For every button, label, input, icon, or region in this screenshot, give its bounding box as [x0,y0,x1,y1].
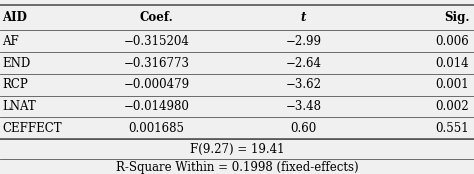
Text: 0.001685: 0.001685 [128,122,184,135]
Text: 0.60: 0.60 [290,122,317,135]
Text: F(9.27) = 19.41: F(9.27) = 19.41 [190,143,284,156]
Text: −0.000479: −0.000479 [123,78,190,91]
Text: 0.002: 0.002 [436,100,469,113]
Text: 0.551: 0.551 [436,122,469,135]
Text: 0.014: 0.014 [436,57,469,70]
Text: −3.62: −3.62 [285,78,321,91]
Text: AID: AID [2,11,27,24]
Text: −2.99: −2.99 [285,35,321,48]
Text: 0.001: 0.001 [436,78,469,91]
Text: RCP: RCP [2,78,28,91]
Text: R-Square Within = 0.1998 (fixed-effects): R-Square Within = 0.1998 (fixed-effects) [116,161,358,174]
Text: −2.64: −2.64 [285,57,321,70]
Text: 0.006: 0.006 [436,35,469,48]
Text: LNAT: LNAT [2,100,36,113]
Text: Coef.: Coef. [139,11,173,24]
Text: −0.315204: −0.315204 [124,35,189,48]
Text: AF: AF [2,35,19,48]
Text: CEFFECT: CEFFECT [2,122,62,135]
Text: −3.48: −3.48 [285,100,321,113]
Text: t: t [301,11,306,24]
Text: END: END [2,57,31,70]
Text: −0.316773: −0.316773 [123,57,190,70]
Text: −0.014980: −0.014980 [124,100,189,113]
Text: Sig.: Sig. [444,11,469,24]
